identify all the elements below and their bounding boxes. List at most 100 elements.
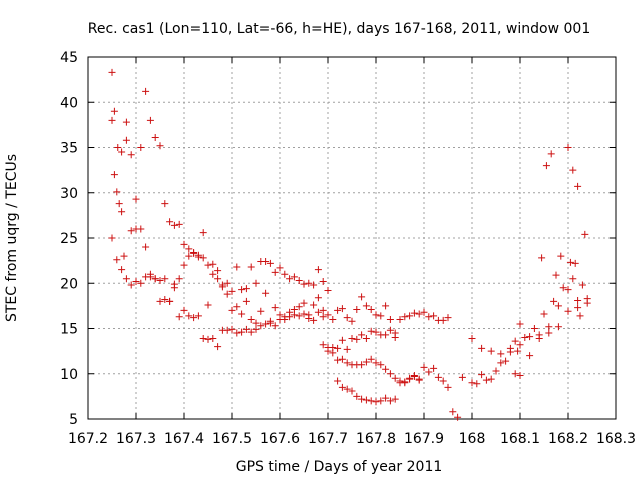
data-point [122, 136, 130, 144]
data-point [343, 314, 351, 322]
data-point [242, 285, 250, 293]
data-point [338, 355, 346, 363]
data-point [535, 334, 543, 342]
data-point [209, 334, 217, 342]
data-point [115, 200, 123, 208]
x-tick-label: 167.2 [68, 431, 108, 447]
data-point [300, 299, 308, 307]
data-point [338, 383, 346, 391]
data-point [223, 290, 231, 298]
data-point [358, 395, 366, 403]
data-point [114, 144, 122, 151]
data-point [386, 397, 394, 405]
data-point [420, 363, 428, 371]
data-point [247, 263, 255, 271]
data-point [514, 347, 522, 355]
data-points [108, 68, 591, 421]
data-point [571, 259, 579, 267]
data-point [377, 397, 385, 405]
data-point [362, 302, 370, 310]
data-point [310, 316, 318, 324]
data-point [118, 208, 126, 216]
data-point [170, 284, 178, 292]
data-point [406, 312, 414, 320]
data-point [161, 275, 169, 283]
data-point [266, 259, 274, 267]
data-point [242, 297, 250, 305]
data-point [180, 306, 188, 314]
data-point [358, 293, 366, 301]
y-tick-label: 30 [60, 186, 78, 202]
data-point [238, 286, 246, 294]
data-point [238, 328, 246, 336]
data-point [406, 374, 414, 382]
data-point [377, 361, 385, 369]
data-point [329, 315, 337, 323]
data-point [214, 267, 222, 275]
data-point [214, 343, 222, 351]
data-point [146, 116, 154, 124]
data-point [146, 273, 154, 281]
data-point [547, 150, 555, 158]
y-axis-label: STEC from uqrg / TECUs [4, 154, 20, 322]
data-point [300, 280, 308, 288]
data-point [161, 296, 169, 304]
data-point [439, 316, 447, 324]
data-point [238, 310, 246, 318]
data-point [401, 313, 409, 321]
data-point [487, 347, 495, 355]
data-point [540, 310, 548, 318]
data-point [209, 270, 217, 278]
data-point [468, 379, 476, 387]
data-point [319, 277, 327, 285]
data-point [319, 341, 327, 349]
data-point [367, 327, 375, 335]
data-point [353, 305, 361, 313]
y-tick-label: 10 [60, 367, 78, 383]
data-point [223, 279, 231, 287]
data-point [286, 313, 294, 321]
data-point [511, 370, 519, 378]
data-point [468, 334, 476, 342]
data-point [161, 200, 169, 208]
data-point [386, 315, 394, 323]
data-point [180, 240, 188, 248]
data-point [214, 275, 222, 283]
y-tick-label: 20 [60, 276, 78, 292]
data-point [247, 328, 255, 336]
data-point [566, 258, 574, 266]
data-point [367, 305, 375, 313]
y-tick-label: 5 [69, 412, 78, 428]
data-point [391, 395, 399, 403]
data-point [353, 335, 361, 343]
data-point [334, 356, 342, 364]
data-point [530, 325, 538, 332]
data-point [190, 249, 198, 257]
grid-lines [88, 57, 616, 419]
data-point [324, 286, 332, 294]
data-point [478, 371, 486, 379]
data-point [391, 334, 399, 342]
data-point [113, 188, 121, 196]
data-point [550, 297, 558, 305]
data-point [194, 251, 202, 259]
data-point [156, 277, 164, 285]
data-point [228, 325, 236, 333]
data-point [382, 394, 390, 402]
data-point [526, 333, 534, 341]
data-point [362, 334, 370, 342]
data-point [233, 329, 241, 337]
data-point [396, 315, 404, 323]
data-point [473, 380, 481, 388]
data-point [310, 301, 318, 309]
data-point [382, 331, 390, 339]
data-point [348, 334, 356, 342]
data-point [506, 344, 514, 352]
data-point [170, 221, 178, 229]
data-point [410, 372, 418, 380]
data-point [110, 171, 118, 179]
data-point [137, 225, 145, 233]
x-tick-label: 167.6 [260, 431, 300, 447]
data-point [228, 287, 236, 295]
